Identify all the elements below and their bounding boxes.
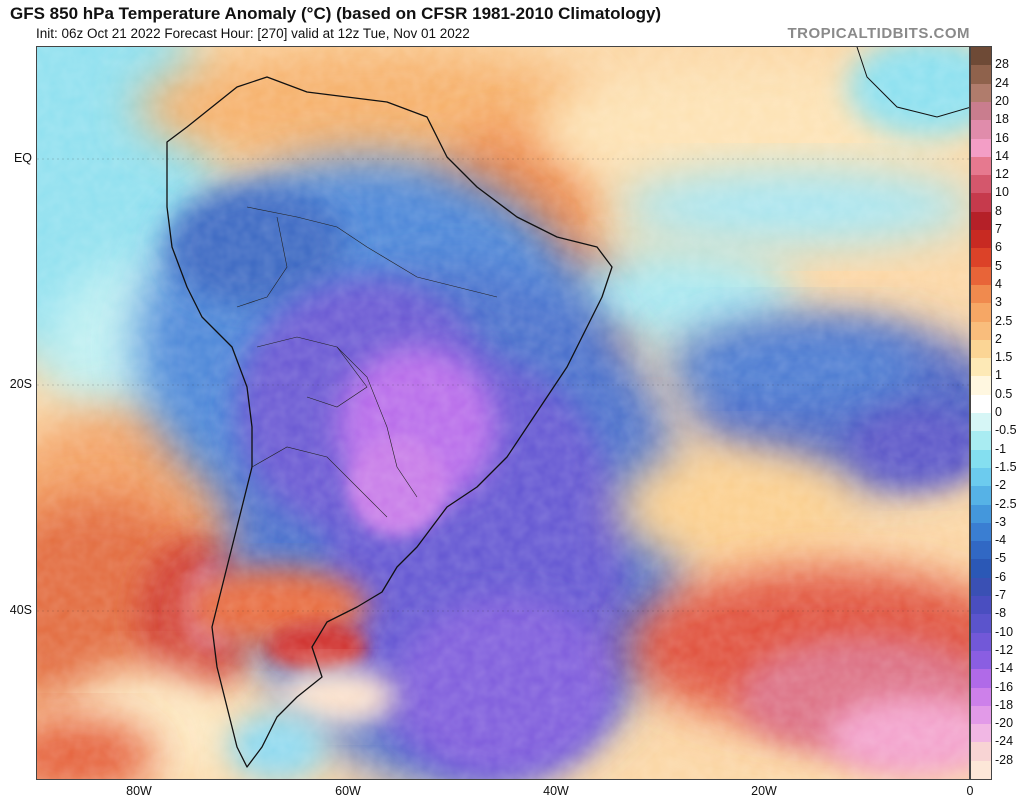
colorbar-segment (971, 705, 991, 725)
init-forecast-info: Init: 06z Oct 21 2022 Forecast Hour: [27… (36, 26, 470, 41)
colorbar-tick-label: 24 (995, 75, 1009, 90)
colorbar-tick-label: 8 (995, 203, 1002, 218)
colorbar-segment (971, 669, 991, 688)
colorbar-tick-label: 18 (995, 112, 1009, 127)
colorbar-tick-label: 3 (995, 295, 1002, 310)
lon-label-40w: 40W (543, 784, 569, 798)
colorbar-tick-label: 6 (995, 240, 1002, 255)
lat-label-eq: EQ (13, 151, 32, 165)
colorbar-segment (971, 522, 991, 542)
colorbar-tick-label: -24 (995, 734, 1014, 749)
chart-title: GFS 850 hPa Temperature Anomaly (°C) (ba… (10, 4, 662, 23)
colorbar-segment (971, 156, 991, 176)
colorbar-segment (971, 266, 991, 286)
colorbar-tick-label: -5 (995, 551, 1007, 566)
colorbar-tick-label: -2 (995, 478, 1007, 493)
colorbar-segment (971, 449, 991, 469)
colorbar-tick-label: -18 (995, 697, 1014, 712)
colorbar-segment (971, 248, 991, 268)
colorbar-tick-label: -10 (995, 624, 1014, 639)
colorbar-tick-label: 14 (995, 148, 1009, 163)
colorbar-tick-label: -7 (995, 588, 1007, 602)
lon-label-60w: 60W (335, 784, 361, 798)
colorbar-segment (971, 303, 991, 322)
colorbar-tick-label: -6 (995, 569, 1007, 584)
colorbar-segment (971, 211, 991, 231)
colorbar-segment (971, 413, 991, 432)
colorbar-tick-label: -1 (995, 441, 1007, 456)
colorbar-tick-label: 2.5 (995, 313, 1013, 328)
colorbar-segment (971, 175, 991, 194)
colorbar-tick-label: 0 (995, 405, 1002, 419)
colorbar-segment (971, 358, 991, 377)
colorbar-tick-label: 7 (995, 222, 1002, 236)
colorbar-segment (971, 47, 991, 66)
colorbar-tick-label: -16 (995, 679, 1014, 694)
colorbar-tick-label: 4 (995, 276, 1002, 291)
colorbar-segment (971, 394, 991, 414)
colorbar-tick-label: -20 (995, 716, 1014, 731)
colorbar-segment (971, 614, 991, 634)
lon-label-20w: 20W (751, 784, 777, 798)
colorbar-segment (971, 101, 991, 121)
colorbar-segment (971, 724, 991, 743)
colorbar-tick-label: 2 (995, 331, 1002, 346)
colorbar-tick-label: -2.5 (995, 496, 1017, 511)
colorbar-tick-label: 0.5 (995, 386, 1013, 401)
colorbar-segment (971, 760, 991, 780)
colorbar-segment (971, 193, 991, 213)
colorbar-segment (971, 65, 991, 85)
colorbar-segment (971, 138, 991, 158)
colorbar-tick-label: 1 (995, 368, 1002, 383)
colorbar-segment (971, 559, 991, 579)
colorbar-tick-label: 10 (995, 185, 1009, 200)
colorbar-tick-label: 12 (995, 167, 1009, 182)
brand-watermark: TROPICALTIDBITS.COM (787, 25, 970, 42)
colorbar-segment (971, 120, 991, 139)
colorbar-segment (971, 431, 991, 451)
colorbar-segment (971, 230, 991, 249)
colorbar-tick-label: 5 (995, 258, 1002, 273)
lon-label-80w: 80W (126, 784, 152, 798)
colorbar-segment (971, 596, 991, 615)
colorbar-segment (971, 687, 991, 707)
colorbar-segment (971, 742, 991, 762)
colorbar-tick-label: 1.5 (995, 350, 1013, 365)
colorbar-segment (971, 650, 991, 670)
colorbar-segment (971, 632, 991, 652)
colorbar-segment (971, 486, 991, 505)
anomaly-map (36, 46, 970, 780)
colorbar-segment (971, 83, 991, 103)
colorbar-segment (971, 467, 991, 487)
lat-label-20s: 20S (9, 377, 32, 391)
colorbar-tick-label: -1.5 (995, 459, 1017, 474)
lon-label-0: 0 (966, 784, 974, 798)
colorbar-segment (971, 284, 991, 304)
colorbar-segment (971, 504, 991, 524)
colorbar-tick-label: 20 (995, 93, 1009, 108)
colorbar (970, 46, 992, 780)
colorbar-segment (971, 339, 991, 359)
colorbar-segment (971, 321, 991, 341)
colorbar-tick-label: -8 (995, 606, 1007, 621)
colorbar-tick-label: -12 (995, 642, 1014, 657)
colorbar-tick-label: -4 (995, 533, 1007, 548)
colorbar-segment (971, 541, 991, 560)
colorbar-tick-label: 28 (995, 57, 1009, 72)
colorbar-tick-label: -0.5 (995, 423, 1017, 438)
colorbar-segment (971, 376, 991, 396)
colorbar-tick-label: -14 (995, 661, 1014, 676)
colorbar-tick-label: 16 (995, 130, 1009, 145)
colorbar-tick-label: -3 (995, 514, 1007, 529)
colorbar-tick-label: -28 (995, 752, 1014, 767)
colorbar-segment (971, 577, 991, 597)
lat-label-40s: 40S (9, 603, 32, 617)
